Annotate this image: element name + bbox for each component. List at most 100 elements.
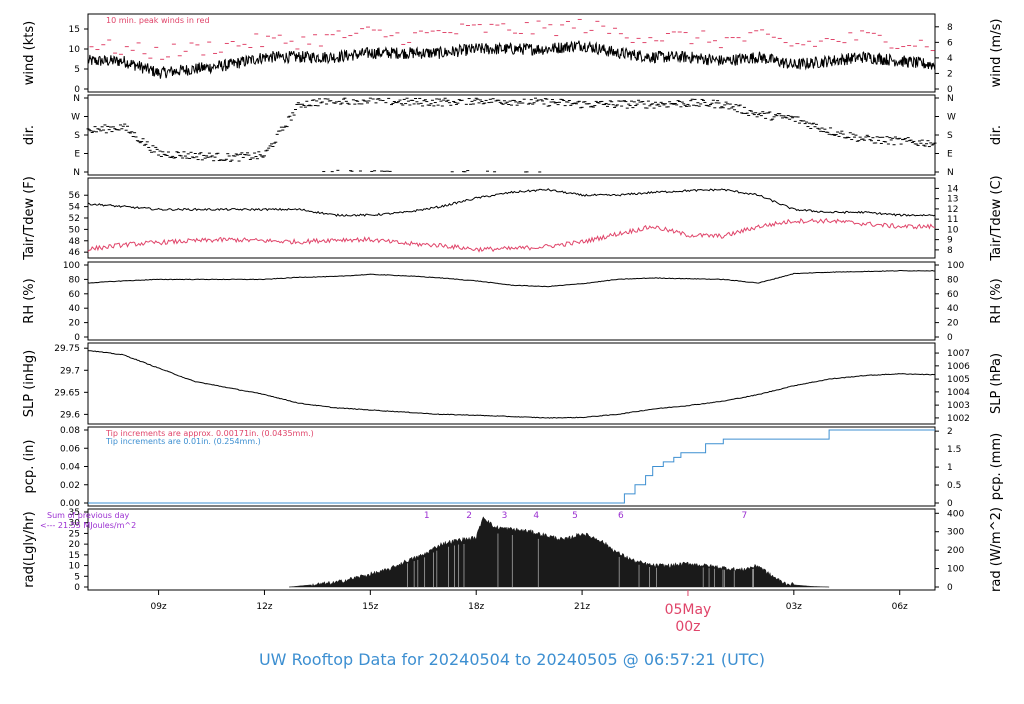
time-tick-label: 09z [150,602,166,612]
ytick-label-left: 15 [69,551,80,561]
ytick-label-right: 6 [947,38,953,48]
panel-rh: RH (%) RH (%) 0 20 40 60 80 100 0 20 40 60 80 100 [22,261,1004,343]
ytick-label-right: S [947,131,953,141]
ytick-label-left: 20 [69,540,81,550]
rad-marker: 1 [424,511,430,521]
ytick-label-right: 100 [947,261,964,271]
ylabel-right: dir. [989,125,1004,145]
ytick-label-left: N [73,94,80,104]
ytick-label-left: 29.7 [60,366,80,376]
panel-frame [87,342,936,425]
panel-wind: wind (kts) wind (m/s) 0 5 10 15 0 2 4 6 8 10 min. p… [22,13,1004,95]
ytick-label-right: 80 [947,275,959,285]
ytick-label-right: 0 [947,499,953,509]
ylabel-left: Tair/Tdew (F) [22,176,37,261]
series-line-pcp [88,429,935,504]
ytick-label-left: E [74,150,80,160]
ylabel-left: RH (%) [22,278,37,323]
panel-pcp: pcp. (in) pcp. (mm) 0.00 0.02 0.04 0.06 0.08 0 0… [22,426,1004,509]
series-line-RH [87,269,935,288]
ytick-label-right: 400 [947,509,964,519]
dir-points [86,97,937,173]
ylabel-right: Tair/Tdew (C) [989,175,1004,261]
ytick-label-left: 60 [69,290,81,300]
ytick-label-right: 300 [947,528,964,538]
time-tick-label: 12z [256,602,272,612]
rad-area [289,516,830,588]
rad-annotation-1: <--- 21.55 MJoules/m^2 [40,521,136,530]
ytick-label-left: 29.65 [54,388,80,398]
ytick-label-right: 8 [947,23,953,33]
ytick-label-left: 50 [69,225,81,235]
ytick-label-right: 10 [947,225,959,235]
ytick-label-left: 5 [74,65,80,75]
ylabel-left: pcp. (in) [22,440,37,494]
ytick-label-right: 11 [947,215,958,225]
ytick-label-left: S [74,131,80,141]
ytick-label-right: 0 [947,333,953,343]
ytick-label-left: N [73,168,80,178]
pcp-annotation-0: Tip increments are approx. 0.00171in. (0… [105,429,314,438]
ytick-label-right: 14 [947,184,959,194]
day-marker-date: 05May [665,602,712,618]
ytick-label-right: N [947,168,954,178]
ytick-label-left: W [71,113,80,123]
ytick-label-left: 30 [69,519,81,529]
series-line-mean [87,40,936,79]
pcp-annotation-1: Tip increments are 0.01in. (0.254mm.) [105,437,261,446]
ytick-label-right: 1004 [947,388,970,398]
ytick-label-right: 1006 [947,362,970,372]
series-line-Tair [87,188,936,217]
ytick-label-right: 1007 [947,349,970,359]
ytick-label-right: 1002 [947,414,970,424]
ytick-label-left: 52 [69,214,80,224]
ytick-label-right: 8 [947,246,953,256]
ytick-label-left: 0 [74,583,80,593]
panel-slp: SLP (inHg) SLP (hPa) 29.6 29.65 29.7 29.75 100… [22,342,1004,425]
ytick-label-right: 1.5 [947,445,961,455]
ytick-label-right: 100 [947,565,964,575]
ytick-label-right: 2 [947,69,953,79]
ylabel-left: dir. [22,125,37,145]
ytick-label-left: 0.00 [60,499,80,509]
time-tick-label: 21z [574,602,590,612]
rad-marker: 6 [618,511,624,521]
ytick-label-left: 46 [69,248,81,258]
ytick-label-right: 1005 [947,375,970,385]
ytick-label-right: 20 [947,319,959,329]
ytick-label-left: 0.02 [60,481,80,491]
ytick-label-left: 0.04 [60,463,80,473]
rad-marker: 2 [466,511,472,521]
ylabel-right: rad (W/m^2) [989,507,1004,592]
chart-title: UW Rooftop Data for 20240504 to 20240505… [259,650,765,669]
rad-annotation-0: Sum of previous day [47,511,129,520]
ytick-label-right: 0 [947,583,953,593]
panel-frame [87,177,936,259]
ytick-label-left: 5 [74,572,80,582]
ytick-label-right: 1 [947,463,953,473]
ylabel-right: wind (m/s) [989,19,1004,88]
peak-dashes [89,18,935,60]
ylabel-left: SLP (inHg) [22,350,37,418]
ytick-label-left: 100 [63,261,80,271]
rad-marker: 5 [572,511,578,521]
ytick-label-right: W [947,113,956,123]
ylabel-right: SLP (hPa) [989,353,1004,414]
ytick-label-left: 80 [69,275,81,285]
ytick-label-left: 25 [69,529,80,539]
ytick-label-left: 10 [69,45,81,55]
ytick-label-right: N [947,94,954,104]
ytick-label-right: 40 [947,304,959,314]
ytick-label-right: 4 [947,54,953,64]
ylabel-right: pcp. (mm) [989,433,1004,500]
ylabel-right: RH (%) [989,278,1004,323]
wind-annotation: 10 min. peak winds in red [106,16,210,25]
ytick-label-left: 40 [69,304,81,314]
panel-frame [87,13,936,93]
time-tick-label: 06z [892,602,908,612]
ytick-label-left: 0 [74,85,80,95]
ytick-label-left: 10 [69,562,81,572]
rad-marker: 4 [533,511,539,521]
